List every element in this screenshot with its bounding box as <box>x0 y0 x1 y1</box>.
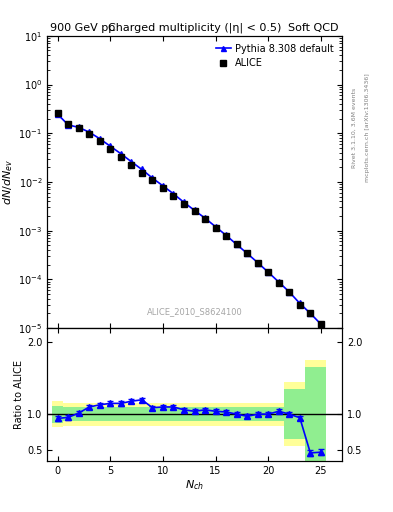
ALICE <box>150 177 155 183</box>
ALICE <box>161 185 165 191</box>
Y-axis label: $dN/dN_{ev}$: $dN/dN_{ev}$ <box>2 159 15 205</box>
ALICE <box>234 241 239 247</box>
Legend: Pythia 8.308 default, ALICE: Pythia 8.308 default, ALICE <box>213 40 337 71</box>
Pythia 8.308 default <box>161 183 165 189</box>
ALICE <box>140 170 144 177</box>
Pythia 8.308 default <box>308 310 313 316</box>
Pythia 8.308 default <box>171 191 176 197</box>
Pythia 8.308 default <box>276 279 281 285</box>
ALICE <box>192 208 197 215</box>
ALICE <box>76 124 81 131</box>
Text: Rivet 3.1.10, 3.6M events: Rivet 3.1.10, 3.6M events <box>352 88 357 168</box>
Pythia 8.308 default <box>203 215 208 221</box>
Y-axis label: Ratio to ALICE: Ratio to ALICE <box>14 360 24 429</box>
Pythia 8.308 default <box>192 207 197 214</box>
ALICE <box>308 310 313 316</box>
Line: Pythia 8.308 default: Pythia 8.308 default <box>55 112 334 342</box>
ALICE <box>182 201 186 207</box>
Pythia 8.308 default <box>129 159 134 165</box>
ALICE <box>213 225 218 231</box>
Text: mcplots.cern.ch [arXiv:1306.3436]: mcplots.cern.ch [arXiv:1306.3436] <box>365 74 371 182</box>
ALICE <box>287 289 292 295</box>
Pythia 8.308 default <box>224 232 228 239</box>
ALICE <box>203 217 208 223</box>
Pythia 8.308 default <box>55 111 60 117</box>
Pythia 8.308 default <box>140 166 144 173</box>
ALICE <box>255 260 260 266</box>
ALICE <box>66 121 71 127</box>
Title: Charged multiplicity (|η| < 0.5): Charged multiplicity (|η| < 0.5) <box>108 23 281 33</box>
ALICE <box>108 146 113 152</box>
ALICE <box>245 250 250 256</box>
Pythia 8.308 default <box>266 269 270 275</box>
Line: ALICE: ALICE <box>54 110 324 328</box>
X-axis label: $N_{ch}$: $N_{ch}$ <box>185 478 204 492</box>
ALICE <box>55 110 60 116</box>
Text: ALICE_2010_S8624100: ALICE_2010_S8624100 <box>147 307 242 316</box>
Text: 900 GeV pp: 900 GeV pp <box>50 23 116 33</box>
ALICE <box>87 131 92 137</box>
Pythia 8.308 default <box>213 224 218 230</box>
Pythia 8.308 default <box>298 301 302 307</box>
ALICE <box>119 154 123 160</box>
Pythia 8.308 default <box>97 136 102 142</box>
Pythia 8.308 default <box>119 151 123 157</box>
Pythia 8.308 default <box>182 199 186 205</box>
Pythia 8.308 default <box>329 336 334 342</box>
Pythia 8.308 default <box>87 129 92 135</box>
ALICE <box>298 302 302 308</box>
Pythia 8.308 default <box>76 124 81 131</box>
Pythia 8.308 default <box>66 122 71 128</box>
Pythia 8.308 default <box>318 321 323 327</box>
Pythia 8.308 default <box>287 289 292 295</box>
ALICE <box>224 233 228 239</box>
ALICE <box>318 321 323 327</box>
ALICE <box>129 162 134 168</box>
Pythia 8.308 default <box>108 143 113 150</box>
Text: Soft QCD: Soft QCD <box>288 23 339 33</box>
Pythia 8.308 default <box>245 250 250 257</box>
Pythia 8.308 default <box>234 241 239 247</box>
ALICE <box>266 269 270 275</box>
Pythia 8.308 default <box>255 260 260 266</box>
ALICE <box>97 138 102 144</box>
ALICE <box>171 193 176 199</box>
Pythia 8.308 default <box>150 175 155 181</box>
ALICE <box>276 280 281 286</box>
